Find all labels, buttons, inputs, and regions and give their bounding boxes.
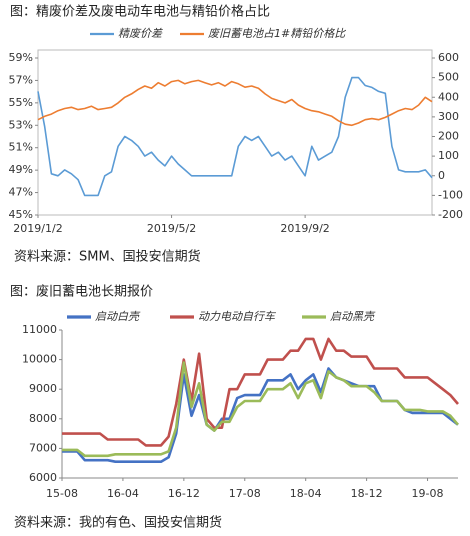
legend-label: 废旧蓄电池占1#精铅价格比	[208, 27, 346, 40]
y-tick-label: 7000	[29, 441, 57, 454]
y2-tick-label: 100	[438, 149, 459, 162]
y-tick-label: 8000	[29, 412, 57, 425]
x-tick-label: 2019/1/2	[13, 222, 62, 235]
y2-tick-label: 200	[438, 130, 459, 143]
x-tick-label: 16-12	[168, 487, 200, 500]
series-line	[62, 361, 459, 458]
x-tick-label: 18-12	[351, 487, 383, 500]
y2-tick-label: 400	[438, 90, 459, 103]
y2-tick-label: -200	[438, 208, 463, 221]
series-line	[37, 79, 433, 127]
y-tick-label: 45%	[9, 208, 33, 221]
y2-tick-label: -100	[438, 188, 463, 201]
y2-tick-label: 300	[438, 110, 459, 123]
series-line	[37, 76, 433, 197]
y-tick-label: 10000	[22, 353, 57, 366]
y-tick-label: 59%	[9, 51, 33, 64]
legend-label: 启动白壳	[95, 310, 141, 323]
y-tick-label: 55%	[9, 96, 33, 109]
legend-label: 动力电动自行车	[198, 310, 277, 323]
x-tick-label: 2019/5/2	[147, 222, 196, 235]
y2-tick-label: 600	[438, 51, 459, 64]
source-note: 资料来源：我的有色、国投安信期货	[14, 515, 222, 531]
series-line	[62, 367, 459, 463]
x-tick-label: 19-08	[412, 487, 444, 500]
y-tick-label: 11000	[22, 323, 57, 336]
y-tick-label: 9000	[29, 382, 57, 395]
x-tick-label: 18-04	[290, 487, 322, 500]
y2-tick-label: 500	[438, 71, 459, 84]
series-line	[62, 337, 459, 447]
x-tick-label: 17-08	[229, 487, 261, 500]
x-tick-label: 16-04	[107, 487, 139, 500]
y-tick-label: 6000	[29, 471, 57, 484]
y2-tick-label: 0	[438, 169, 445, 182]
x-tick-label: 2019/9/2	[280, 222, 329, 235]
y-tick-label: 49%	[9, 163, 33, 176]
chart-title: 图：废旧蓄电池长期报价	[10, 284, 153, 300]
legend-label: 精废价差	[118, 27, 163, 40]
y-tick-label: 57%	[9, 73, 33, 86]
y-tick-label: 53%	[9, 118, 33, 131]
chart-title: 图：精废价差及废电动车电池与精铅价格占比	[10, 4, 270, 20]
y-tick-label: 51%	[9, 141, 33, 154]
y-tick-label: 47%	[9, 186, 33, 199]
plot-frame	[37, 49, 433, 216]
legend-label: 启动黑壳	[330, 310, 376, 323]
source-note: 资料来源：SMM、国投安信期货	[14, 249, 201, 265]
x-tick-label: 15-08	[46, 487, 78, 500]
